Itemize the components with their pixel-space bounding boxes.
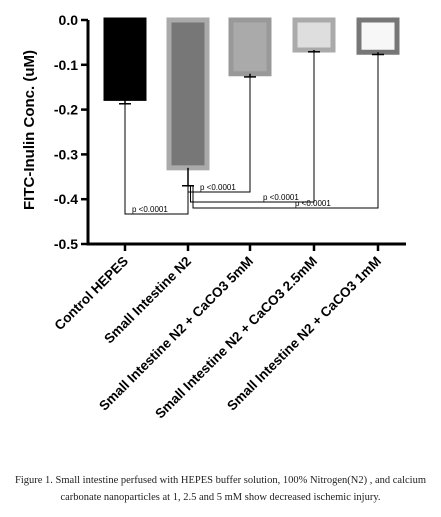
y-tick-label-1: 0.0 <box>59 12 79 28</box>
p-value-label-1: p <0.0001 <box>132 205 168 214</box>
significance-bracket-3 <box>190 51 315 203</box>
p-value-label-3: p <0.0001 <box>263 193 299 202</box>
significance-bracket-2 <box>187 76 251 193</box>
significance-bracket-1 <box>124 103 189 215</box>
y-tick-label-4: -0.3 <box>54 146 78 162</box>
y-tick-label-2: -0.1 <box>54 57 78 73</box>
figure-caption: Figure 1. Small intestine perfused with … <box>15 475 426 503</box>
p-value-label-2: p <0.0001 <box>200 183 236 192</box>
bar-4 <box>292 17 336 53</box>
y-tick-label-5: -0.4 <box>54 191 78 207</box>
significance-bracket-4 <box>192 54 379 209</box>
bar-5 <box>356 17 400 55</box>
y-tick-label-3: -0.2 <box>54 102 78 118</box>
y-tick-label-6: -0.5 <box>54 236 78 252</box>
p-value-label-4: p <0.0001 <box>295 199 331 208</box>
bar-1 <box>103 17 147 101</box>
y-axis-title: FITC-Inulin Conc. (uM) <box>21 50 38 210</box>
bar-3 <box>228 17 272 77</box>
bar-2 <box>166 17 210 171</box>
